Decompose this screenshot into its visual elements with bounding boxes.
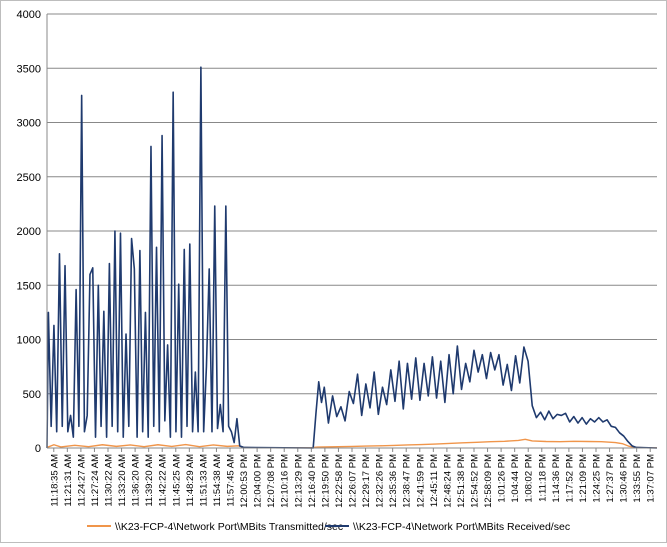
y-tick-label: 0	[35, 443, 41, 455]
x-tick-label: 12:13:29 PM	[293, 454, 304, 508]
y-tick-label: 3000	[17, 118, 41, 130]
x-tick-label: 12:16:40 PM	[307, 454, 318, 508]
y-axis-ticks: 0 500 1000 1500 2000 2500 3000 3500 4000	[17, 9, 41, 455]
y-tick-label: 2500	[17, 172, 41, 184]
y-tick-label: 4000	[17, 9, 41, 21]
x-axis-ticks: 11:18:35 AM 11:21:31 AM 11:24:27 AM 11:27:2…	[49, 448, 657, 508]
y-tick-label: 3500	[17, 63, 41, 75]
x-tick-label: 12:32:26 PM	[375, 454, 386, 508]
x-tick-label: 11:36:20 AM	[131, 454, 142, 507]
x-tick-label: 11:48:29 AM	[185, 454, 196, 507]
x-tick-label: 1:11:18 PM	[537, 454, 548, 502]
x-tick-label: 11:39:20 AM	[144, 454, 155, 507]
x-tick-label: 1:37:07 PM	[646, 454, 657, 503]
x-tick-label: 12:22:58 PM	[334, 454, 345, 508]
x-tick-label: 1:24:25 PM	[592, 454, 603, 503]
y-tick-label: 1000	[17, 335, 41, 347]
x-tick-label: 11:51:33 AM	[198, 454, 209, 507]
x-tick-label: 12:48:24 PM	[442, 454, 453, 508]
legend: \\K23-FCP-4\Network Port\MBits Transmitt…	[87, 521, 570, 533]
x-tick-label: 11:27:24 AM	[90, 454, 101, 507]
x-tick-label: 1:21:09 PM	[578, 454, 589, 503]
x-tick-label: 12:00:53 PM	[239, 454, 250, 508]
x-tick-label: 11:21:31 AM	[63, 454, 74, 507]
legend-label-0: \\K23-FCP-4\Network Port\MBits Transmitt…	[115, 521, 343, 533]
x-tick-label: 11:42:22 AM	[158, 454, 169, 507]
x-tick-label: 11:18:35 AM	[49, 454, 60, 507]
y-tick-label: 1500	[17, 280, 41, 292]
series-line-1	[46, 66, 658, 449]
x-tick-label: 12:38:47 PM	[402, 454, 413, 508]
x-tick-label: 12:10:16 PM	[280, 454, 291, 508]
x-tick-label: 1:08:02 PM	[524, 454, 535, 503]
x-tick-label: 1:17:52 PM	[564, 454, 575, 503]
x-tick-label: 12:51:38 PM	[456, 454, 467, 508]
x-tick-label: 12:45:11 PM	[429, 454, 440, 507]
x-tick-label: 11:33:20 AM	[117, 454, 128, 507]
series-lines	[46, 66, 658, 449]
x-tick-label: 1:01:26 PM	[497, 454, 508, 503]
x-tick-label: 12:41:59 PM	[415, 454, 426, 508]
axes	[46, 14, 657, 449]
x-tick-label: 1:14:36 PM	[551, 454, 562, 503]
x-tick-label: 11:54:38 AM	[212, 454, 223, 507]
y-tick-label: 500	[23, 389, 41, 401]
y-tick-label: 2000	[17, 226, 41, 238]
x-tick-label: 11:45:25 AM	[171, 454, 182, 507]
x-tick-label: 1:30:46 PM	[619, 454, 630, 503]
x-tick-label: 12:19:50 PM	[320, 454, 331, 508]
x-tick-label: 1:27:37 PM	[605, 454, 616, 503]
x-tick-label: 12:29:17 PM	[361, 454, 372, 508]
x-tick-label: 1:04:44 PM	[510, 454, 521, 503]
x-tick-label: 12:58:09 PM	[483, 454, 494, 508]
x-tick-label: 11:30:22 AM	[104, 454, 115, 507]
x-tick-label: 12:07:08 PM	[266, 454, 277, 508]
x-tick-label: 11:57:45 AM	[226, 454, 237, 507]
x-tick-label: 12:54:52 PM	[470, 454, 481, 508]
x-tick-label: 12:04:00 PM	[253, 454, 264, 508]
x-tick-label: 1:33:55 PM	[632, 454, 643, 503]
series-line-0	[46, 438, 658, 449]
x-tick-label: 11:24:27 AM	[76, 454, 87, 507]
legend-label-1: \\K23-FCP-4\Network Port\MBits Received/…	[353, 521, 570, 533]
x-tick-label: 12:26:07 PM	[348, 454, 359, 508]
x-tick-label: 12:35:36 PM	[388, 454, 399, 508]
